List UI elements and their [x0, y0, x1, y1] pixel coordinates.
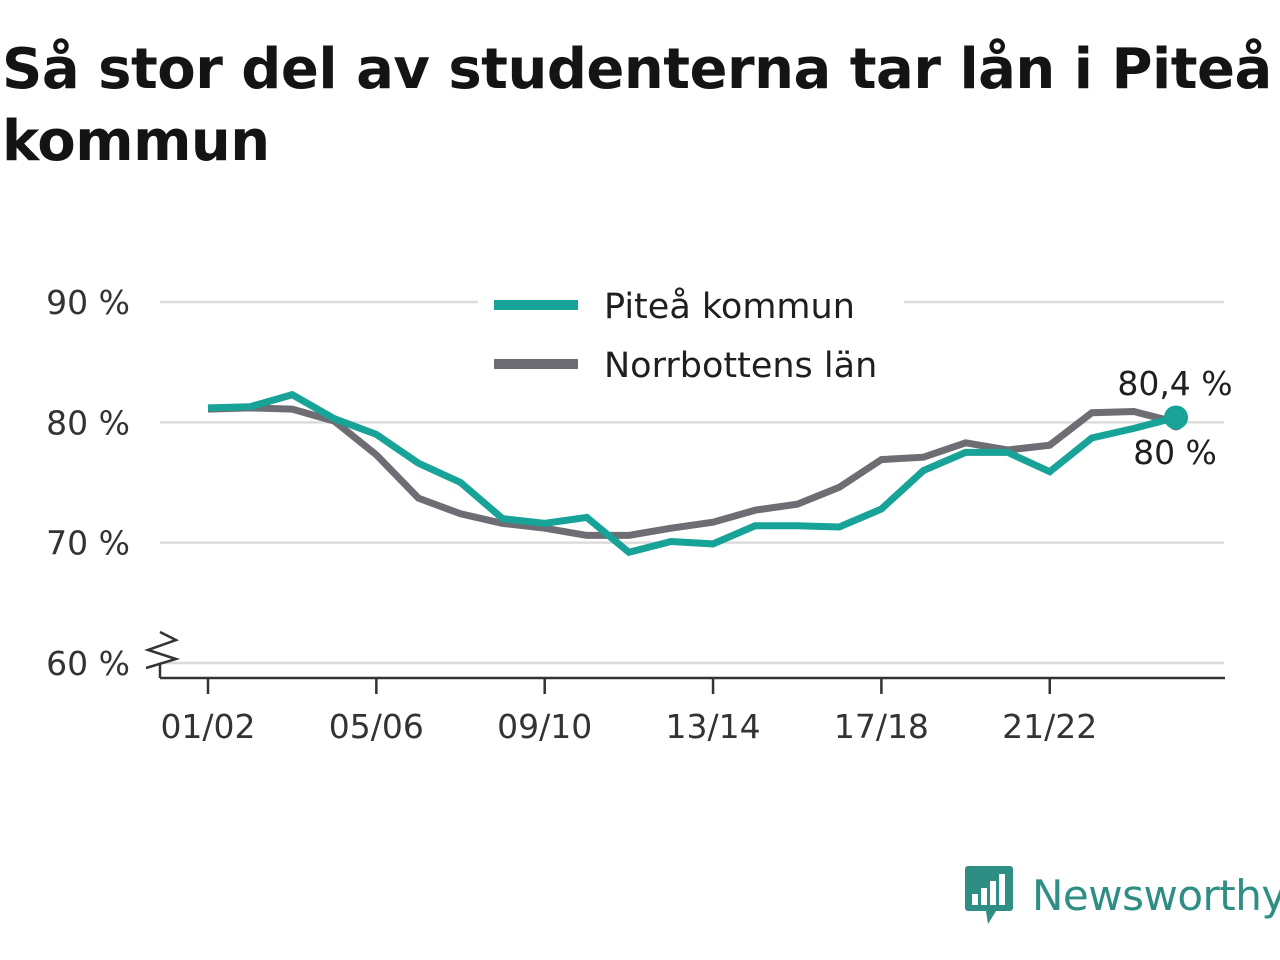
x-axis: 01/02 05/06 09/10 13/14 17/18 21/22 [144, 630, 1225, 746]
legend-label: Norrbottens län [604, 346, 877, 386]
series-line-1 [207, 404, 1177, 539]
series-end-marker [1164, 405, 1188, 430]
end-label: 80 % [1133, 433, 1217, 472]
y-tick-label: 70 % [46, 524, 130, 563]
series-line-0 [207, 390, 1177, 557]
legend-background [478, 276, 904, 394]
brand-name: Newsworthy [1032, 870, 1280, 920]
newsworthy-brand: Newsworthy [964, 864, 1280, 926]
x-tick-label: 17/18 [834, 707, 929, 746]
x-tick-label: 09/10 [497, 707, 592, 746]
x-tick-label: 21/22 [1002, 707, 1097, 746]
y-tick-label: 60 % [46, 644, 130, 683]
x-tick-label: 13/14 [665, 707, 760, 746]
end-labels: 80,4 % 80 % [1117, 364, 1232, 472]
y-tick-label: 90 % [46, 283, 130, 322]
series-lines [207, 390, 1188, 557]
legend-label: Piteå kommun [604, 286, 855, 327]
y-axis-tick-labels: 60 % 70 % 80 % 90 % [46, 283, 130, 683]
y-axis-break-icon [144, 630, 181, 670]
chart-title: Så stor del av studenterna tar lån i Pit… [2, 37, 1272, 174]
x-tick-label: 01/02 [160, 707, 255, 746]
y-tick-label: 80 % [46, 403, 130, 442]
end-label: 80,4 % [1117, 364, 1232, 403]
x-tick-label: 05/06 [329, 707, 424, 746]
newsworthy-logo-icon [965, 866, 1013, 924]
legend: Piteå kommun Norrbottens län [478, 276, 904, 394]
